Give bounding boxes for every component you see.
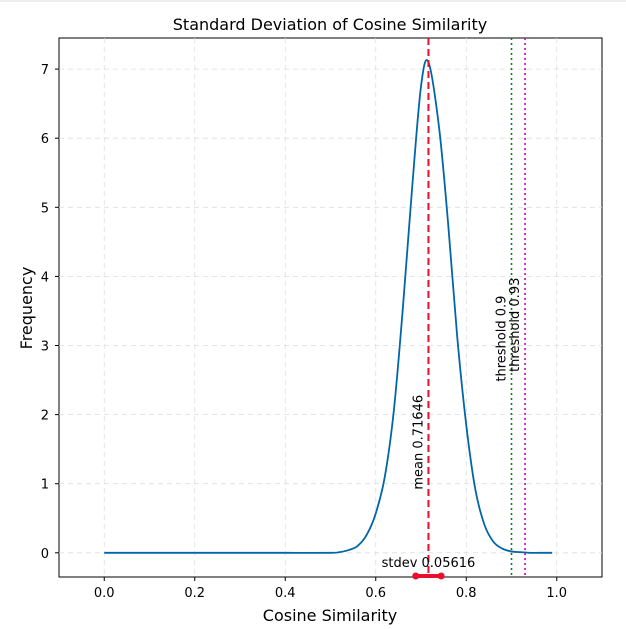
plot-area	[58, 37, 603, 578]
x-tick-label: 0.4	[275, 586, 296, 601]
x-tick-label: 0.2	[184, 586, 205, 601]
stdev-label: stdev 0.05616	[382, 556, 476, 571]
y-tick-label: 7	[41, 63, 49, 78]
x-axis-label: Cosine Similarity	[263, 606, 397, 625]
x-axis: 0.0 0.2 0.4 0.6 0.8 1.0	[94, 577, 567, 601]
stdev-cap-left	[412, 572, 420, 580]
chart-title: Standard Deviation of Cosine Similarity	[173, 15, 487, 34]
y-tick-label: 6	[41, 132, 49, 147]
y-tick-label: 0	[41, 547, 49, 562]
x-tick-label: 1.0	[546, 586, 567, 601]
series-layer	[104, 59, 553, 554]
y-tick-label: 4	[41, 270, 49, 285]
y-tick-label: 5	[41, 201, 49, 216]
y-tick-label: 2	[41, 409, 49, 424]
vline-label: mean 0.71646	[411, 395, 426, 490]
distribution-curve	[104, 59, 553, 554]
vline-label: threshold 0.9	[495, 296, 510, 382]
vline-label: threshold 0.93	[508, 278, 523, 372]
y-axis-label: Frequency	[17, 267, 36, 350]
x-tick-label: 0.6	[365, 586, 386, 601]
stdev-cap-right	[437, 572, 445, 580]
y-tick-label: 1	[41, 478, 49, 493]
y-tick-label: 3	[41, 340, 49, 355]
x-tick-label: 0.0	[94, 586, 115, 601]
x-tick-label: 0.8	[456, 586, 477, 601]
stdev-marker: stdev 0.05616	[382, 556, 476, 580]
y-axis: 0 1 2 3 4 5 6 7	[41, 63, 59, 562]
